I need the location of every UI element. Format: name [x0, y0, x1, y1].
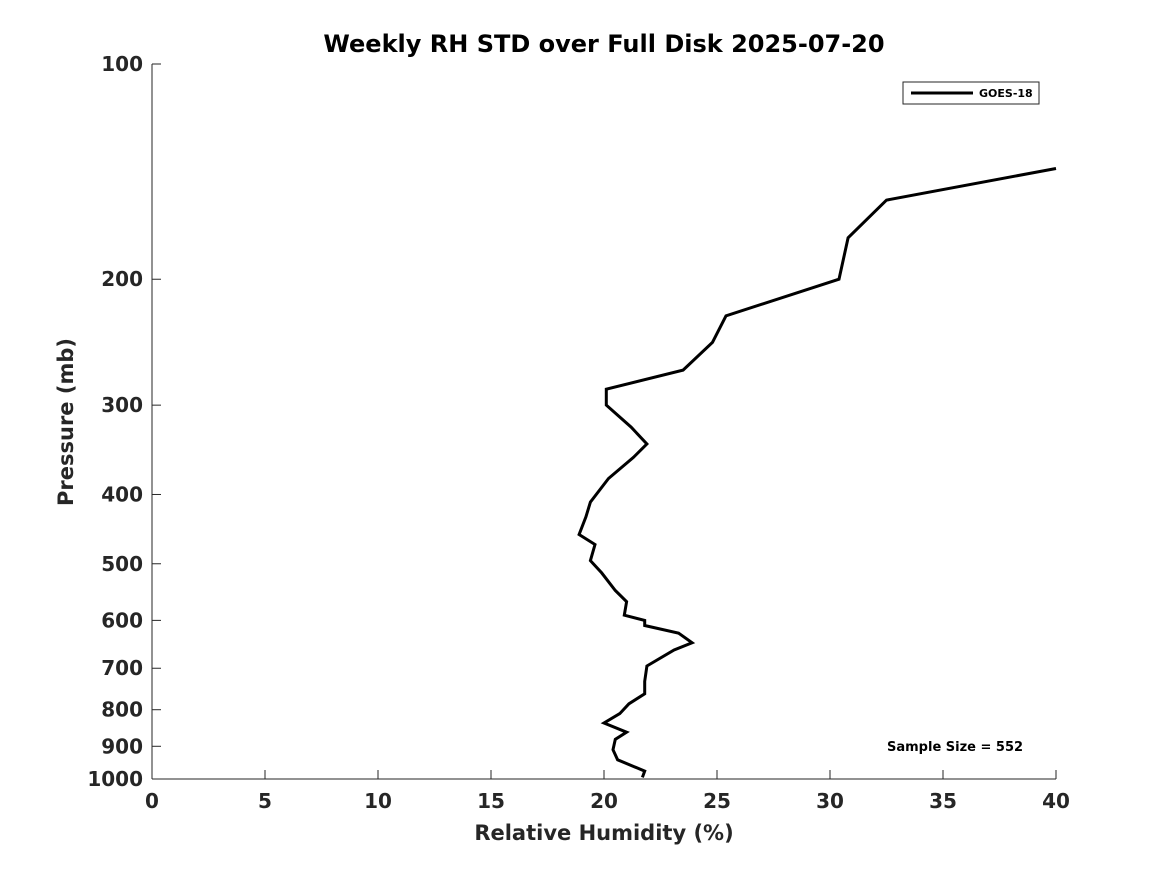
y-ticks: 100 200 300 400 500 600 700 800 900 1000 [87, 52, 161, 791]
x-tick-label: 40 [1042, 789, 1070, 813]
x-tick-label: 15 [477, 789, 505, 813]
x-tick-label: 5 [258, 789, 272, 813]
x-tick-label: 10 [364, 789, 392, 813]
legend-label: GOES-18 [979, 87, 1033, 100]
y-tick-label: 500 [101, 552, 143, 576]
y-tick-label: 400 [101, 482, 143, 506]
series-line-goes-18 [577, 167, 1057, 778]
y-tick-label: 600 [101, 608, 143, 632]
y-tick-label: 100 [101, 52, 143, 76]
y-tick-label: 300 [101, 393, 143, 417]
x-tick-label: 20 [590, 789, 618, 813]
x-tick-label: 0 [145, 789, 159, 813]
chart-title: Weekly RH STD over Full Disk 2025-07-20 [323, 30, 884, 58]
y-tick-label: 200 [101, 267, 143, 291]
y-tick-label: 700 [101, 656, 143, 680]
x-tick-label: 30 [816, 789, 844, 813]
y-tick-label: 900 [101, 734, 143, 758]
y-tick-label: 1000 [87, 767, 143, 791]
legend: GOES-18 [902, 81, 1040, 105]
series-layer [577, 167, 1057, 778]
sample-size-annotation: Sample Size = 552 [887, 740, 1023, 755]
x-tick-label: 35 [929, 789, 957, 813]
y-axis-label: Pressure (mb) [54, 338, 78, 506]
x-axis-label: Relative Humidity (%) [474, 821, 733, 845]
x-ticks: 0 5 10 15 20 25 30 35 40 [145, 770, 1070, 813]
x-tick-label: 25 [703, 789, 731, 813]
y-tick-label: 800 [101, 698, 143, 722]
